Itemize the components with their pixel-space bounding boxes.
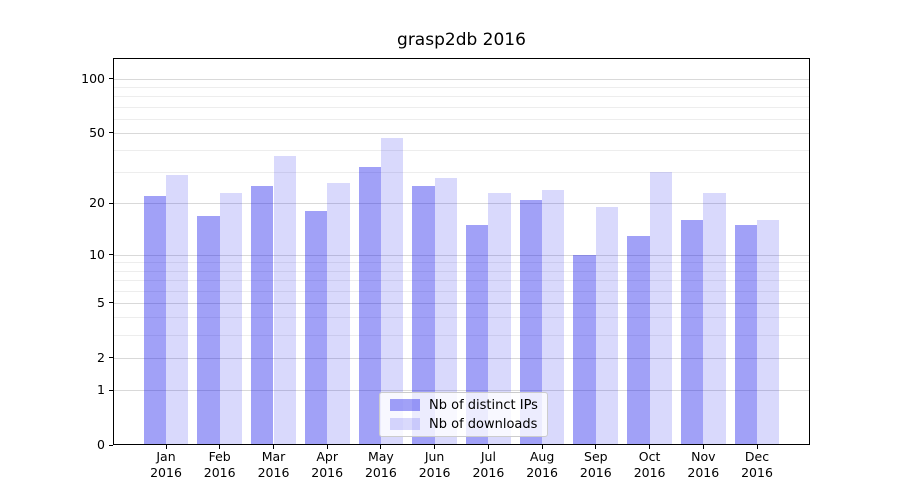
bar-downloads-feb: [219, 192, 243, 444]
y-tick-label-0: 0: [97, 437, 105, 452]
x-tick-sep: [595, 445, 597, 449]
x-tick-feb: [219, 445, 221, 449]
bar-distinct-ips-nov: [680, 220, 704, 444]
y-tick-1: [109, 389, 113, 391]
bar-downloads-sep: [595, 207, 619, 444]
minor-gridline-8: [114, 270, 809, 272]
bar-distinct-ips-jul: [466, 224, 489, 444]
x-tick-may: [380, 445, 382, 449]
minor-gridline-70: [114, 106, 809, 108]
bar-distinct-ips-dec: [734, 224, 757, 444]
y-tick-label-100: 100: [81, 70, 105, 86]
bar-downloads-aug: [542, 189, 565, 444]
minor-gridline-90: [114, 86, 809, 88]
legend-label-downloads: Nb of downloads: [429, 416, 538, 432]
minor-gridline-4: [114, 317, 809, 319]
bar-downloads-jan: [166, 175, 189, 444]
y-tick-label-1: 1: [97, 382, 105, 397]
bar-distinct-ips-jun: [412, 186, 435, 444]
bar-distinct-ips-may: [358, 167, 381, 444]
bar-downloads-may: [380, 137, 404, 444]
y-tick-label-50: 50: [89, 124, 105, 140]
y-tick-50: [109, 132, 113, 134]
minor-gridline-30: [114, 172, 809, 174]
minor-gridline-60: [114, 118, 809, 120]
major-gridline-100: [114, 78, 809, 80]
y-tick-5: [109, 302, 113, 304]
legend: Nb of distinct IPs Nb of downloads: [379, 392, 548, 437]
bar-distinct-ips-jan: [143, 196, 166, 444]
minor-gridline-3: [114, 335, 809, 336]
x-tick-label-jun-2016: Jun 2016: [418, 449, 451, 480]
major-gridline-1: [114, 390, 809, 391]
y-tick-20: [109, 202, 113, 204]
minor-gridline-40: [114, 150, 809, 152]
plot-area: [113, 58, 810, 445]
x-tick-jul: [487, 445, 489, 449]
x-tick-aug: [541, 445, 543, 449]
x-tick-label-nov-2016: Nov 2016: [687, 449, 720, 480]
x-tick-label-oct-2016: Oct 2016: [633, 449, 666, 480]
x-tick-jan: [165, 445, 167, 449]
bar-distinct-ips-aug: [519, 199, 543, 444]
x-tick-label-sep-2016: Sep 2016: [579, 449, 612, 480]
x-tick-label-may-2016: May 2016: [364, 449, 397, 480]
minor-gridline-6: [114, 290, 809, 292]
major-gridline-2: [114, 357, 809, 359]
y-tick-100: [109, 78, 113, 80]
x-tick-label-apr-2016: Apr 2016: [311, 449, 344, 480]
y-tick-2: [109, 357, 113, 359]
minor-gridline-7: [114, 279, 809, 281]
x-tick-label-jul-2016: Jul 2016: [472, 449, 505, 480]
legend-swatch-downloads-icon: [390, 418, 420, 430]
y-tick-label-10: 10: [89, 246, 105, 262]
x-tick-label-jan-2016: Jan 2016: [150, 449, 182, 480]
major-gridline-20: [114, 203, 809, 205]
x-tick-label-mar-2016: Mar 2016: [257, 449, 290, 480]
bar-distinct-ips-oct: [627, 235, 650, 444]
legend-label-distinct-ips: Nb of distinct IPs: [429, 397, 538, 413]
minor-gridline-9: [114, 262, 809, 264]
bar-distinct-ips-sep: [573, 254, 596, 444]
y-tick-10: [109, 254, 113, 256]
major-gridline-5: [114, 302, 809, 304]
x-tick-dec: [756, 445, 758, 449]
bar-downloads-jul: [488, 192, 511, 444]
x-tick-label-feb-2016: Feb 2016: [203, 449, 236, 480]
x-tick-nov: [702, 445, 704, 449]
chart-title: grasp2db 2016: [397, 30, 526, 50]
x-tick-mar: [273, 445, 274, 449]
y-tick-label-20: 20: [89, 195, 105, 211]
x-tick-jun: [434, 445, 436, 449]
legend-item-distinct-ips: Nb of distinct IPs: [390, 398, 547, 413]
bar-downloads-jun: [434, 177, 457, 444]
x-tick-label-aug-2016: Aug 2016: [526, 449, 558, 480]
major-gridline-50: [114, 132, 809, 134]
bar-downloads-oct: [649, 172, 672, 444]
y-tick-label-2: 2: [97, 349, 105, 365]
legend-item-downloads: Nb of downloads: [390, 417, 547, 432]
x-tick-oct: [649, 445, 651, 449]
bar-downloads-dec: [757, 220, 780, 444]
bar-downloads-mar: [273, 156, 296, 444]
major-gridline-10: [114, 254, 809, 256]
bar-distinct-ips-feb: [197, 215, 220, 444]
minor-gridline-80: [114, 96, 809, 98]
y-tick-0: [109, 444, 113, 446]
y-tick-label-5: 5: [97, 294, 105, 310]
bar-distinct-ips-apr: [304, 211, 328, 444]
bar-distinct-ips-mar: [251, 186, 274, 444]
x-tick-label-dec-2016: Dec 2016: [741, 449, 773, 480]
x-tick-apr: [326, 445, 328, 449]
bar-downloads-nov: [703, 192, 726, 444]
bar-downloads-apr: [327, 183, 350, 444]
legend-swatch-distinct-ips-icon: [390, 399, 420, 411]
